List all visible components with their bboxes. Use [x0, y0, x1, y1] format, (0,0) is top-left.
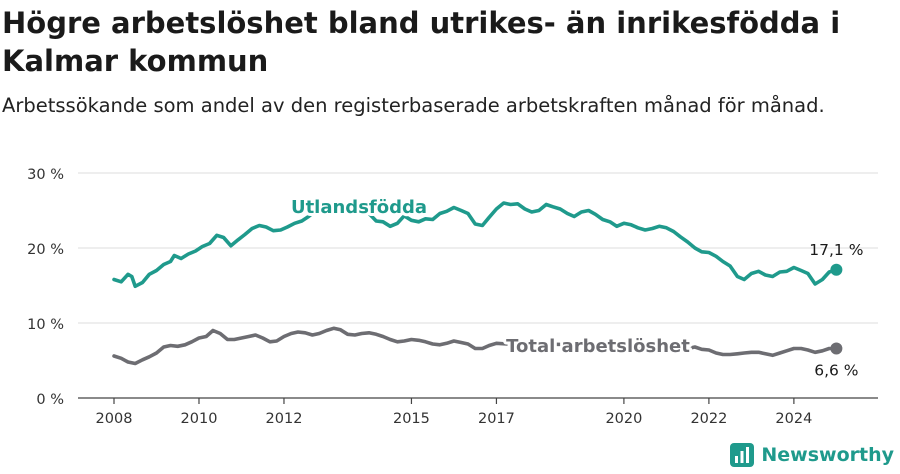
x-tick-label: 2024 — [775, 411, 812, 427]
y-tick-label: 30 % — [27, 167, 64, 183]
y-axis-ticks: 0 % 10 % 20 % 30 % — [27, 167, 64, 408]
series-endpoint-0 — [830, 263, 843, 276]
series-endpoint-1 — [830, 342, 843, 355]
series-name-label: Total arbetslöshet — [506, 336, 690, 357]
series-line-0 — [112, 201, 839, 289]
x-tick-label: 2017 — [478, 411, 515, 427]
x-tick-label: 2008 — [96, 411, 133, 427]
series-line-1 — [112, 326, 839, 366]
chart-subtitle: Arbetssökande som andel av den registerb… — [2, 94, 825, 117]
x-tick-label: 2022 — [690, 411, 727, 427]
y-tick-label: 10 % — [27, 317, 64, 333]
chart-title: Högre arbetslöshet bland utrikes- än inr… — [2, 6, 841, 78]
brand-name: Newsworthy — [761, 444, 894, 466]
newsworthy-logo-icon — [730, 443, 755, 467]
x-tick-label: 2020 — [605, 411, 642, 427]
end-value-label: 17,1 % — [809, 241, 863, 259]
x-tick-label: 2012 — [266, 411, 303, 427]
end-value-label: 6,6 % — [814, 362, 858, 380]
x-tick-label: 2010 — [181, 411, 218, 427]
x-tick-label: 2015 — [393, 411, 430, 427]
gridlines — [78, 172, 878, 324]
y-tick-label: 0 % — [36, 392, 64, 408]
y-tick-label: 20 % — [27, 242, 64, 258]
series-lines — [112, 201, 843, 366]
series-name-label: Utlandsfödda — [291, 197, 427, 218]
brand: Newsworthy — [729, 440, 894, 470]
series-labels: Utlandsfödda Total arbetslöshet 17,1 % 6,6 … — [288, 194, 864, 380]
x-axis: 2008 2010 2012 2015 2017 2020 2022 2024 — [78, 397, 878, 427]
